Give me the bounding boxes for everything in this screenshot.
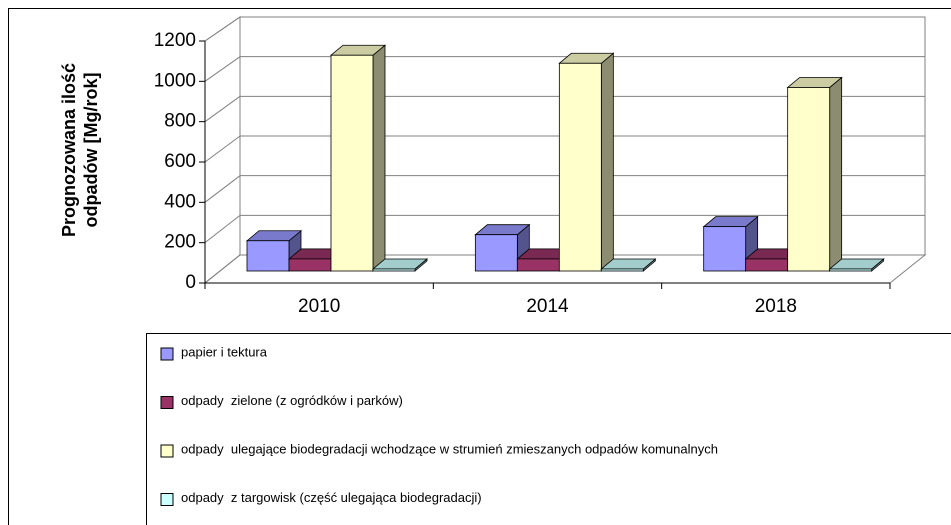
- bar: [703, 226, 747, 272]
- bar: [829, 268, 873, 272]
- bar: [516, 258, 560, 272]
- grid-line: [204, 214, 241, 244]
- grid-line: [204, 254, 241, 284]
- legend-label: papier i tektura: [181, 344, 268, 359]
- bar-side: [372, 44, 386, 272]
- legend: [146, 333, 951, 525]
- legend-label: odpady z targowisk (część ulegająca biod…: [181, 490, 482, 505]
- bar-side: [829, 76, 843, 272]
- grid-line: [204, 56, 241, 82]
- legend-swatch: [160, 396, 174, 409]
- x-tick-label: 2010: [298, 296, 340, 317]
- x-tick-label: 2018: [755, 296, 797, 317]
- legend-swatch: [160, 493, 174, 506]
- y-axis-title-line: Prognozowana ilość: [59, 63, 79, 237]
- bar: [600, 268, 644, 272]
- grid-line: [204, 175, 241, 203]
- legend-label: odpady zielone (z ogródków i parków): [181, 393, 403, 408]
- y-tick-label: 200: [164, 232, 196, 253]
- legend-swatch: [160, 444, 174, 458]
- y-tick-label: 400: [164, 191, 196, 212]
- x-tick-label: 2014: [526, 296, 569, 317]
- bar-side: [600, 52, 614, 272]
- bar: [246, 240, 290, 272]
- y-tick-label: 0: [185, 272, 196, 293]
- bar: [558, 62, 602, 272]
- y-tick-label: 600: [164, 151, 196, 172]
- legend-swatch: [160, 347, 174, 361]
- side-wall: [204, 16, 241, 285]
- y-tick-label: 1000: [154, 70, 196, 91]
- bar: [474, 234, 518, 272]
- y-tick-label: 1200: [154, 30, 196, 51]
- grid-line: [204, 135, 241, 163]
- bar: [330, 54, 374, 272]
- bar: [372, 268, 416, 272]
- bar: [787, 87, 831, 272]
- grid-line: [204, 16, 241, 42]
- y-tick-label: 800: [164, 111, 196, 132]
- y-axis-title: Prognozowana ilość odpadów [Mg/rok]: [59, 63, 101, 237]
- bar: [745, 258, 789, 272]
- legend-label: odpady ulegające biodegradacji wchodzące…: [181, 441, 718, 456]
- grid-line: [204, 95, 241, 123]
- y-axis-title-line: odpadów [Mg/rok]: [81, 73, 101, 228]
- bar: [288, 258, 332, 272]
